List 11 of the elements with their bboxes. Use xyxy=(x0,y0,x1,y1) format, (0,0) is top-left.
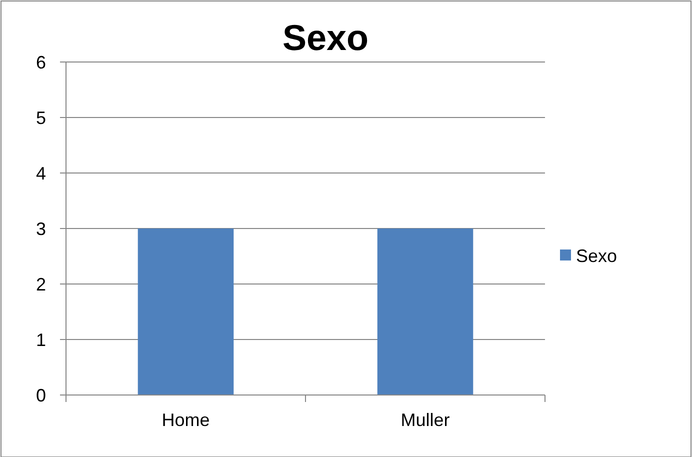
x-tick-label: Muller xyxy=(400,410,450,430)
y-tick-label: 0 xyxy=(36,385,46,406)
y-tick-label: 1 xyxy=(36,330,46,350)
x-tick-label: Home xyxy=(162,410,210,430)
chart-title: Sexo xyxy=(282,17,369,58)
y-tick-label: 4 xyxy=(36,163,46,184)
y-tick-label: 5 xyxy=(36,108,46,128)
y-tick-label: 2 xyxy=(36,274,46,294)
y-tick-label: 3 xyxy=(36,218,46,239)
y-tick-label: 6 xyxy=(36,52,46,72)
legend-label: Sexo xyxy=(576,246,618,266)
